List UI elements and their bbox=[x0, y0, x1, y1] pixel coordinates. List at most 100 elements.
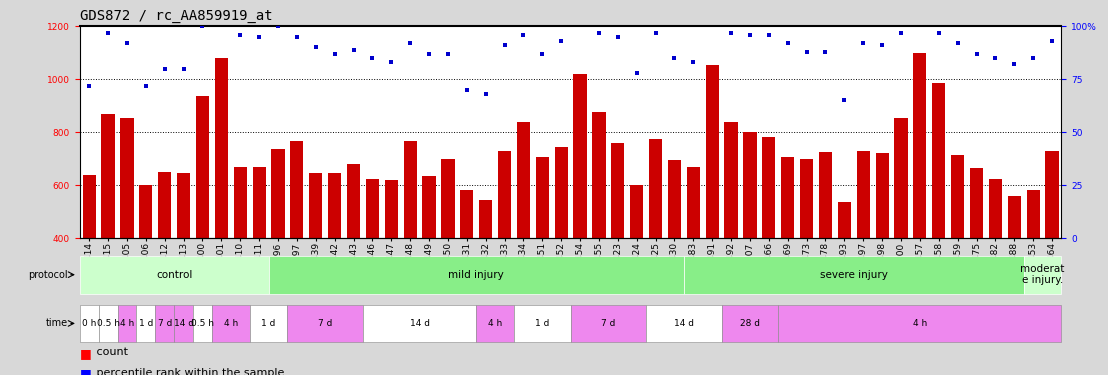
Bar bbox=[479, 200, 492, 238]
Text: percentile rank within the sample: percentile rank within the sample bbox=[93, 368, 285, 375]
Bar bbox=[819, 152, 832, 238]
Point bbox=[495, 42, 513, 48]
Point bbox=[363, 55, 381, 61]
Point bbox=[552, 38, 570, 44]
Text: 4 h: 4 h bbox=[224, 319, 238, 328]
Bar bbox=[875, 153, 889, 238]
Bar bbox=[1026, 190, 1039, 238]
Bar bbox=[951, 155, 964, 238]
Point bbox=[326, 51, 343, 57]
Point bbox=[288, 34, 306, 40]
Bar bbox=[309, 173, 322, 238]
Point bbox=[741, 32, 759, 38]
Bar bbox=[894, 118, 907, 238]
Point bbox=[1043, 38, 1060, 44]
Bar bbox=[684, 256, 1024, 294]
Point bbox=[1024, 55, 1042, 61]
Bar bbox=[80, 304, 99, 342]
Bar bbox=[271, 149, 285, 238]
Point bbox=[798, 49, 815, 55]
Point bbox=[269, 23, 287, 29]
Bar bbox=[328, 173, 341, 238]
Bar bbox=[1046, 151, 1058, 238]
Bar bbox=[290, 141, 304, 238]
Bar bbox=[177, 173, 191, 238]
Text: time: time bbox=[45, 318, 68, 328]
Point bbox=[401, 40, 419, 46]
Point bbox=[420, 51, 438, 57]
Bar bbox=[932, 83, 945, 238]
Bar bbox=[762, 138, 776, 238]
Point bbox=[760, 32, 778, 38]
Bar bbox=[781, 158, 794, 238]
Point bbox=[345, 46, 362, 53]
Bar bbox=[476, 304, 514, 342]
Bar bbox=[384, 180, 398, 238]
Bar bbox=[249, 304, 287, 342]
Bar bbox=[1007, 196, 1020, 238]
Point bbox=[458, 87, 475, 93]
Bar bbox=[193, 304, 212, 342]
Bar bbox=[988, 178, 1002, 238]
Bar bbox=[347, 164, 360, 238]
Bar bbox=[970, 168, 983, 238]
Bar bbox=[441, 159, 454, 238]
Point bbox=[307, 45, 325, 51]
Bar bbox=[649, 139, 663, 238]
Point bbox=[476, 91, 494, 97]
Bar bbox=[234, 166, 247, 238]
Bar bbox=[136, 304, 155, 342]
Bar bbox=[287, 304, 363, 342]
Point bbox=[628, 70, 646, 76]
Point bbox=[986, 55, 1004, 61]
Point bbox=[250, 34, 268, 40]
Text: severe injury: severe injury bbox=[820, 270, 888, 280]
Text: count: count bbox=[93, 347, 129, 357]
Bar bbox=[102, 114, 115, 238]
Bar bbox=[253, 166, 266, 238]
Point bbox=[892, 30, 910, 36]
Bar bbox=[555, 147, 567, 238]
Bar bbox=[422, 176, 435, 238]
Bar bbox=[593, 112, 606, 238]
Text: 28 d: 28 d bbox=[740, 319, 760, 328]
Text: 7 d: 7 d bbox=[157, 319, 172, 328]
Point bbox=[722, 30, 740, 36]
Point bbox=[854, 40, 872, 46]
Point bbox=[873, 42, 891, 48]
Bar bbox=[497, 151, 511, 238]
Point bbox=[572, 17, 589, 23]
Text: 1 d: 1 d bbox=[261, 319, 276, 328]
Bar bbox=[535, 158, 548, 238]
Text: 7 d: 7 d bbox=[318, 319, 332, 328]
Bar bbox=[646, 304, 721, 342]
Text: 7 d: 7 d bbox=[602, 319, 616, 328]
Bar bbox=[800, 159, 813, 238]
Point bbox=[382, 59, 400, 65]
Text: ■: ■ bbox=[80, 347, 92, 360]
Bar bbox=[1024, 256, 1061, 294]
Text: 0 h: 0 h bbox=[82, 319, 96, 328]
Bar bbox=[121, 118, 134, 238]
Bar bbox=[215, 58, 228, 238]
Point bbox=[647, 30, 665, 36]
Bar bbox=[80, 256, 268, 294]
Point bbox=[175, 66, 193, 72]
Point bbox=[137, 82, 155, 88]
Text: 1 d: 1 d bbox=[138, 319, 153, 328]
Bar bbox=[363, 304, 476, 342]
Point bbox=[439, 51, 456, 57]
Bar bbox=[706, 64, 719, 238]
Text: 4 h: 4 h bbox=[488, 319, 502, 328]
Bar bbox=[571, 304, 646, 342]
Point bbox=[948, 40, 966, 46]
Point bbox=[930, 30, 947, 36]
Text: control: control bbox=[156, 270, 193, 280]
Bar bbox=[574, 74, 586, 238]
Bar bbox=[856, 151, 870, 238]
Point bbox=[666, 55, 684, 61]
Bar bbox=[140, 185, 153, 238]
Point bbox=[232, 32, 249, 38]
Point bbox=[817, 49, 834, 55]
Point bbox=[100, 30, 117, 36]
